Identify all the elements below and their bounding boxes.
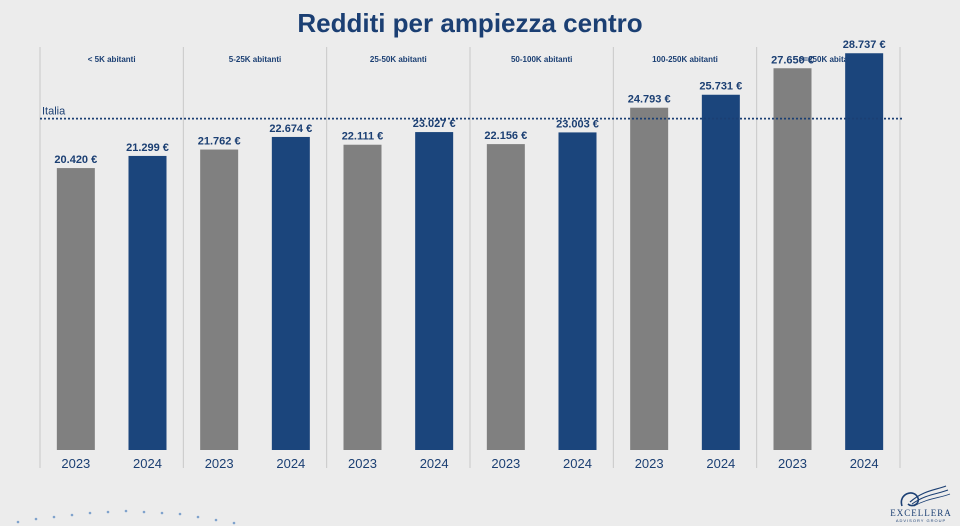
x-tick-label: 2023: [635, 456, 664, 471]
decorative-dot: [196, 515, 200, 519]
x-tick-label: 2024: [276, 456, 305, 471]
decorative-dot: [142, 510, 146, 514]
decorative-dot: [232, 521, 236, 525]
x-tick-label: 2023: [778, 456, 807, 471]
value-label: 23.027 €: [413, 118, 456, 130]
group-label: < 5K abitanti: [88, 55, 136, 64]
x-tick-label: 2023: [205, 456, 234, 471]
decorative-dot: [160, 511, 164, 515]
bar: [630, 107, 669, 450]
excellera-logo-icon: [900, 485, 951, 507]
x-tick-label: 2024: [133, 456, 162, 471]
group-label: 100-250K abitanti: [652, 55, 718, 64]
decorative-dot: [88, 511, 92, 515]
bar: [200, 149, 239, 450]
bar: [486, 144, 525, 451]
decorative-dot: [34, 517, 38, 521]
reference-line-label: Italia: [42, 106, 66, 118]
chart-title: Redditi per ampiezza centro: [297, 8, 643, 38]
group-label: 25-50K abitanti: [370, 55, 427, 64]
x-tick-label: 2024: [706, 456, 735, 471]
value-label: 25.731 €: [699, 81, 742, 93]
value-label: 23.003 €: [556, 118, 599, 130]
decorative-dot: [70, 513, 74, 517]
x-tick-label: 2023: [491, 456, 520, 471]
bar: [845, 53, 884, 451]
bar: [773, 68, 812, 450]
value-label: 22.156 €: [484, 130, 527, 142]
x-tick-label: 2023: [348, 456, 377, 471]
value-label: 20.420 €: [54, 154, 97, 166]
decorative-dot: [16, 520, 20, 524]
decorative-dot: [106, 510, 110, 514]
decorative-dot: [124, 509, 128, 513]
group-label: 50-100K abitanti: [511, 55, 572, 64]
group-label: >=250K abitanti: [799, 55, 858, 64]
x-tick-label: 2024: [850, 456, 879, 471]
value-label: 22.111 €: [342, 131, 384, 143]
bar: [56, 168, 95, 450]
value-label: 21.299 €: [126, 142, 169, 154]
bar: [128, 155, 167, 450]
decorative-dot: [214, 518, 218, 522]
bar: [558, 132, 597, 450]
value-label: 28.737 €: [843, 39, 886, 51]
group-label: 5-25K abitanti: [229, 55, 281, 64]
decorative-dot: [52, 515, 56, 519]
logo-tagline: ADVISORY GROUP: [895, 518, 947, 523]
x-tick-label: 2023: [61, 456, 90, 471]
decorative-dot: [178, 512, 182, 516]
value-label: 27.650 €: [771, 54, 814, 66]
x-tick-label: 2024: [563, 456, 592, 471]
bar: [343, 144, 382, 450]
value-label: 21.762 €: [198, 136, 241, 148]
value-label: 24.793 €: [628, 94, 671, 106]
bar: [701, 94, 740, 451]
logo-name: EXCELLERA: [890, 508, 952, 518]
bar: [271, 136, 310, 450]
bar: [415, 132, 454, 450]
value-label: 22.674 €: [269, 123, 312, 135]
x-tick-label: 2024: [420, 456, 449, 471]
